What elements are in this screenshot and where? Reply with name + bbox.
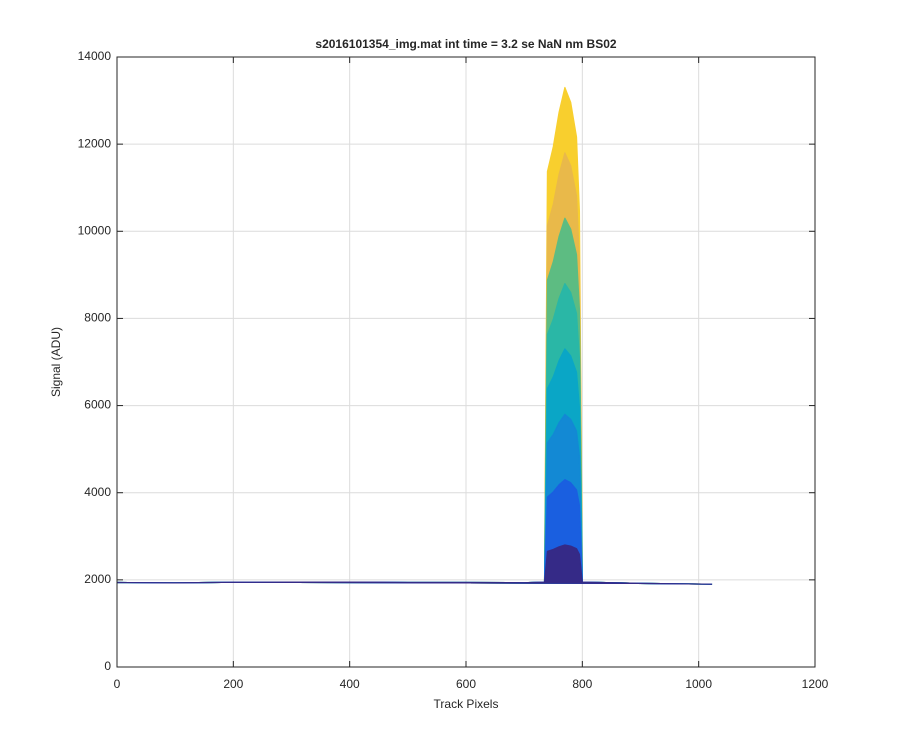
y-tick-label: 0 — [104, 659, 111, 673]
x-tick-label: 800 — [572, 677, 592, 691]
y-tick-label: 10000 — [78, 223, 112, 237]
x-tick-label: 1200 — [802, 677, 829, 691]
y-tick-label: 8000 — [84, 311, 111, 325]
y-tick-label: 2000 — [84, 572, 111, 586]
x-tick-label: 0 — [114, 677, 121, 691]
x-tick-label: 200 — [223, 677, 243, 691]
axes-box — [116, 56, 816, 668]
trace — [116, 544, 713, 585]
y-axis-label: Signal (ADU) — [49, 327, 63, 397]
x-tick-label: 600 — [456, 677, 476, 691]
x-tick-label: 400 — [340, 677, 360, 691]
y-tick-label: 12000 — [78, 136, 112, 150]
y-tick-label: 6000 — [84, 398, 111, 412]
x-axis-label: Track Pixels — [434, 697, 499, 711]
chart-title: s2016101354_img.mat int time = 3.2 se Na… — [315, 37, 616, 51]
y-tick-label: 4000 — [84, 485, 111, 499]
x-tick-label: 1000 — [685, 677, 712, 691]
y-tick-label: 14000 — [78, 49, 112, 63]
